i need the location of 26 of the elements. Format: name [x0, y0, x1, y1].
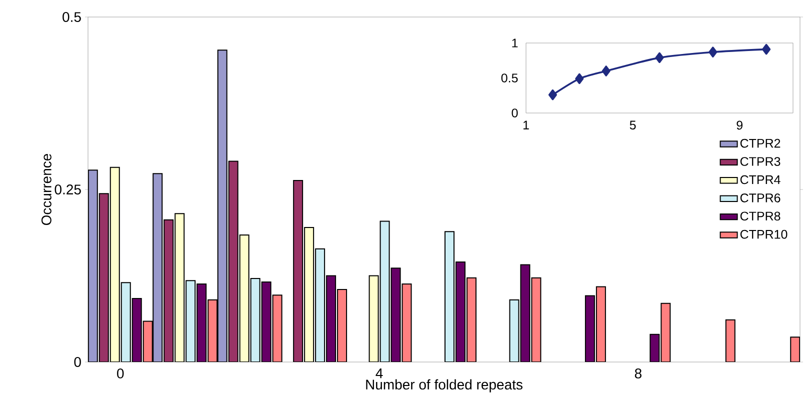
x-tick-label: 4: [376, 368, 383, 378]
x-tick-label: 5: [630, 120, 636, 130]
y-tick-label: 1: [512, 38, 518, 48]
y-tick-label: 0.5: [62, 12, 81, 22]
point: [548, 89, 557, 100]
legend-label: CTPR8: [740, 212, 780, 221]
x-tick-label: 0: [117, 368, 124, 378]
x-tick-label: 9: [736, 120, 742, 130]
x-tick-label: 8: [634, 368, 642, 378]
y-tick-label: 0: [512, 108, 518, 118]
y-tick-label: 0.25: [54, 184, 81, 194]
legend-label: CTPR3: [740, 157, 780, 166]
legend-label: CTPR2: [740, 138, 780, 148]
x-tick-label: 1: [523, 120, 529, 130]
point: [655, 52, 664, 64]
legend-label: CTPR4: [740, 175, 780, 184]
point: [762, 44, 771, 55]
legend-label: CTPR10: [740, 230, 788, 239]
point: [708, 46, 718, 58]
y-axis-title: Occurrence: [41, 154, 52, 226]
x-axis-title: Number of folded repeats: [366, 379, 522, 392]
y-tick-label: 0.5: [501, 74, 518, 82]
y-tick-label: 0: [74, 357, 81, 367]
point: [602, 66, 610, 76]
legend-label: CTPR6: [740, 193, 780, 202]
point: [575, 73, 584, 84]
